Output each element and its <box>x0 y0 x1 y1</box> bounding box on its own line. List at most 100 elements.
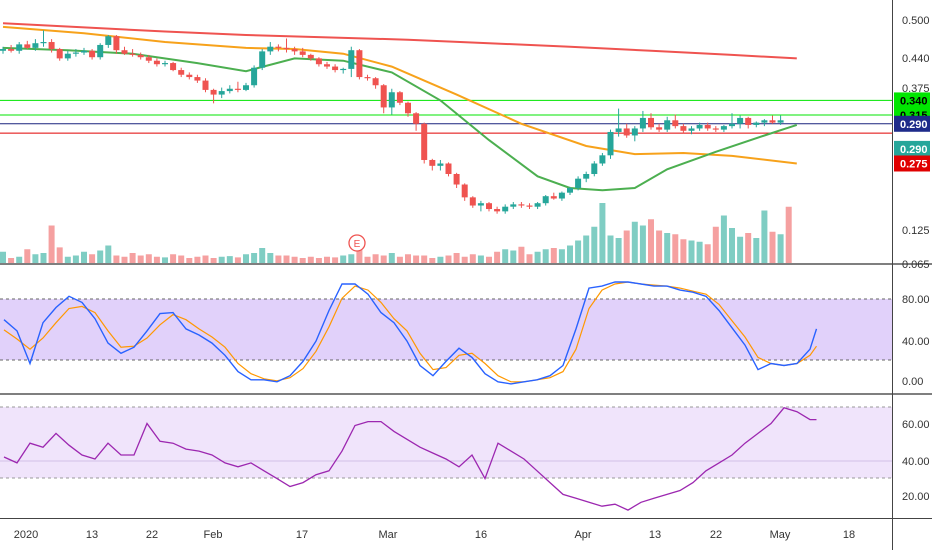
candle-body <box>550 196 557 199</box>
volume-bar <box>299 258 306 263</box>
volume-bar <box>599 203 606 263</box>
volume-bar <box>720 215 727 263</box>
candle-body <box>437 163 444 166</box>
rsi-line <box>3 407 817 511</box>
volume-bar <box>445 255 452 263</box>
volume-bar <box>356 249 363 263</box>
time-tick-label: 16 <box>475 529 487 541</box>
candle-body <box>0 49 6 51</box>
candle-body <box>218 91 225 95</box>
candle-body <box>315 58 322 65</box>
candle-body <box>153 60 160 65</box>
volume-bar <box>761 210 768 263</box>
candle-body <box>275 46 282 48</box>
price-marker-label: 0.340 <box>900 95 928 107</box>
volume-bar <box>97 250 104 263</box>
earnings-marker-label: E <box>354 239 361 250</box>
stochastic-d-line <box>3 281 817 383</box>
stochastic-axis[interactable]: 80.00 40.00 0.00 <box>902 294 930 388</box>
rsi-axis[interactable]: 60.00 40.00 20.00 <box>902 419 930 503</box>
candle-body <box>704 124 711 129</box>
volume-bar <box>421 255 428 263</box>
volume-bar <box>494 251 501 263</box>
candle-body <box>170 63 177 71</box>
stochastic-k-line <box>3 281 818 385</box>
candle-body <box>591 163 598 174</box>
moving-average-red <box>2 22 797 60</box>
volume-bar <box>777 234 784 263</box>
candle-body <box>121 50 128 54</box>
price-marker <box>894 92 930 109</box>
volume-bar <box>56 247 63 263</box>
candle-body <box>502 206 509 212</box>
candle-body <box>364 77 371 79</box>
candle-body <box>526 205 533 207</box>
candle-body <box>348 50 355 69</box>
rsi-tick-label: 40.00 <box>902 456 930 468</box>
candle-body <box>251 67 258 86</box>
candle-body <box>372 78 379 86</box>
volume-bar <box>753 238 760 263</box>
candle-body <box>599 155 606 164</box>
candle-body <box>753 122 760 125</box>
price-tick-label: 0.065 <box>902 259 930 271</box>
candle-body <box>607 131 614 156</box>
volume-bar <box>129 253 136 263</box>
earnings-marker[interactable]: E <box>348 234 366 252</box>
volume-bar <box>145 254 152 263</box>
rsi-tick-label: 60.00 <box>902 419 930 431</box>
candle-body <box>40 42 47 44</box>
volume-bar <box>291 256 298 263</box>
volume-bar <box>48 225 55 263</box>
candle-body <box>567 188 573 193</box>
volume-bar <box>396 256 403 263</box>
volume-bar <box>405 254 411 263</box>
volume-bar <box>40 253 47 263</box>
price-marker <box>894 115 930 132</box>
price-marker <box>894 155 930 172</box>
volume-bar <box>283 255 290 263</box>
candle-body <box>202 80 209 90</box>
candle-body <box>745 117 752 125</box>
candle-body <box>720 126 727 130</box>
candle-body <box>486 203 492 210</box>
candle-body <box>56 49 63 59</box>
price-tick-label: 0.375 <box>902 83 930 95</box>
volume-bar <box>575 240 582 263</box>
candle-body <box>631 128 638 136</box>
candle-body <box>113 36 120 51</box>
price-axis[interactable]: 0.500 0.440 0.375 0.125 0.065 0.3400.315… <box>894 15 930 271</box>
candle-body <box>623 128 630 136</box>
volume-bar <box>477 255 484 263</box>
candle-body <box>777 120 784 123</box>
candle-body <box>429 159 436 166</box>
candle-body <box>283 47 290 50</box>
volume-bar <box>745 233 752 263</box>
time-tick-label: 17 <box>296 529 308 541</box>
rsi-pane <box>0 406 892 511</box>
volume-bar <box>315 258 322 263</box>
volume-bar <box>502 249 509 263</box>
candle-body <box>583 173 590 179</box>
candle-body <box>445 163 452 174</box>
candle-body <box>72 52 79 54</box>
candle-body <box>137 54 144 58</box>
volume-bar <box>234 257 241 263</box>
price-marker-label: 0.290 <box>900 119 928 131</box>
time-tick-label: Feb <box>204 529 223 541</box>
time-axis[interactable]: 2020 13 22 Feb 17 Mar 16 Apr 13 22 May 1… <box>14 529 855 541</box>
candle-body <box>332 66 339 71</box>
candle-body <box>105 36 112 45</box>
volume-bar <box>194 256 201 263</box>
volume-bar <box>656 230 663 263</box>
price-marker-label: 0.275 <box>900 158 928 170</box>
time-tick-label: May <box>770 529 791 541</box>
candle-body <box>542 196 549 204</box>
volume-bar <box>0 251 6 263</box>
candle-body <box>461 184 468 198</box>
candle-body <box>615 128 622 132</box>
price-tick-label: 0.125 <box>902 225 930 237</box>
price-tick-label: 0.500 <box>902 15 930 27</box>
candle-body <box>307 54 314 59</box>
candle-body <box>648 117 654 128</box>
